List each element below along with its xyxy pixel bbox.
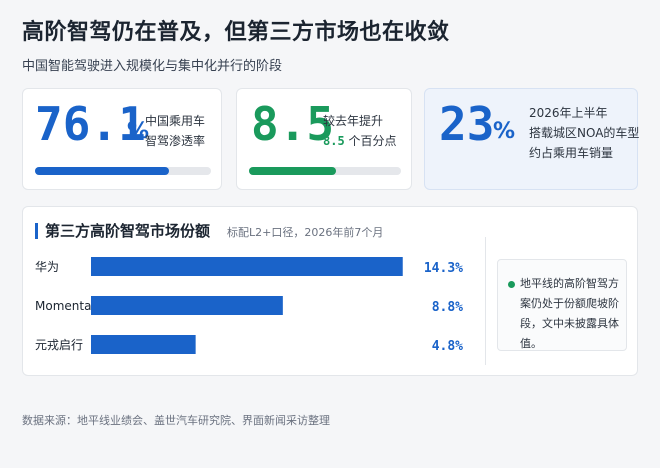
section-title: 第三方高阶智驾市场份额 (45, 222, 211, 240)
bar-category-label: Momenta (35, 299, 91, 313)
kpi-label: 较去年提升 8.5 个百分点 (323, 114, 397, 148)
kpi-value: 76.1 (35, 97, 146, 151)
kpi-unit: % (127, 119, 150, 144)
side-note: 地平线的高阶智驾方案仍处于份额爬坡阶段，文中未披露具体值。 (497, 259, 627, 351)
market-share-card: 第三方高阶智驾市场份额 标配L2+口径，2026年前7个月 华为 14.3% Mom… (22, 206, 638, 376)
kpi-progress-fill (35, 167, 169, 175)
kpi-unit: % (493, 119, 516, 144)
kpi-card-increase: 8.5 较去年提升 8.5 个百分点 (236, 88, 412, 190)
bullet-dot-icon (508, 281, 515, 288)
kpi-card-penetration: 76.1 % 中国乘用车 智驾渗透率 (22, 88, 222, 190)
page-subtitle: 中国智能驾驶进入规模化与集中化并行的阶段 (22, 59, 283, 74)
bar-category-label: 元戎启行 (35, 338, 83, 352)
kpi-card-noa: 23 % 2026年上半年 搭载城区NOA的车型 约占乘用车销量 (424, 88, 640, 190)
section-accent (35, 223, 38, 239)
side-note-text: 地平线的高阶智驾方案仍处于份额爬坡阶段，文中未披露具体值。 (520, 277, 619, 350)
kpi-progress-track (35, 167, 211, 175)
kpi-value: 8.5 (251, 97, 335, 151)
page-title: 高阶智驾仍在普及，但第三方市场也在收敛 (22, 20, 450, 45)
bar-category-label: 华为 (35, 260, 59, 274)
divider (485, 237, 486, 365)
bar-value-label: 14.3% (424, 261, 463, 276)
kpi-label: 中国乘用车 智驾渗透率 (145, 114, 206, 148)
bar-value-label: 8.8% (432, 300, 463, 315)
bar (91, 296, 283, 315)
kpi-value: 23 (439, 97, 495, 151)
bar (91, 257, 403, 276)
kpi-progress-track (249, 167, 401, 175)
market-share-chart: 华为 14.3% Momenta 8.8% 元戎启行 4.8% (35, 257, 463, 354)
kpi-label: 2026年上半年 搭载城区NOA的车型 约占乘用车销量 (529, 106, 640, 160)
kpi-progress-fill (249, 167, 336, 175)
bar (91, 335, 196, 354)
data-source: 数据来源：地平线业绩会、盖世汽车研究院、界面新闻采访整理 (22, 414, 330, 427)
bar-value-label: 4.8% (432, 339, 463, 354)
section-note: 标配L2+口径，2026年前7个月 (227, 226, 384, 239)
